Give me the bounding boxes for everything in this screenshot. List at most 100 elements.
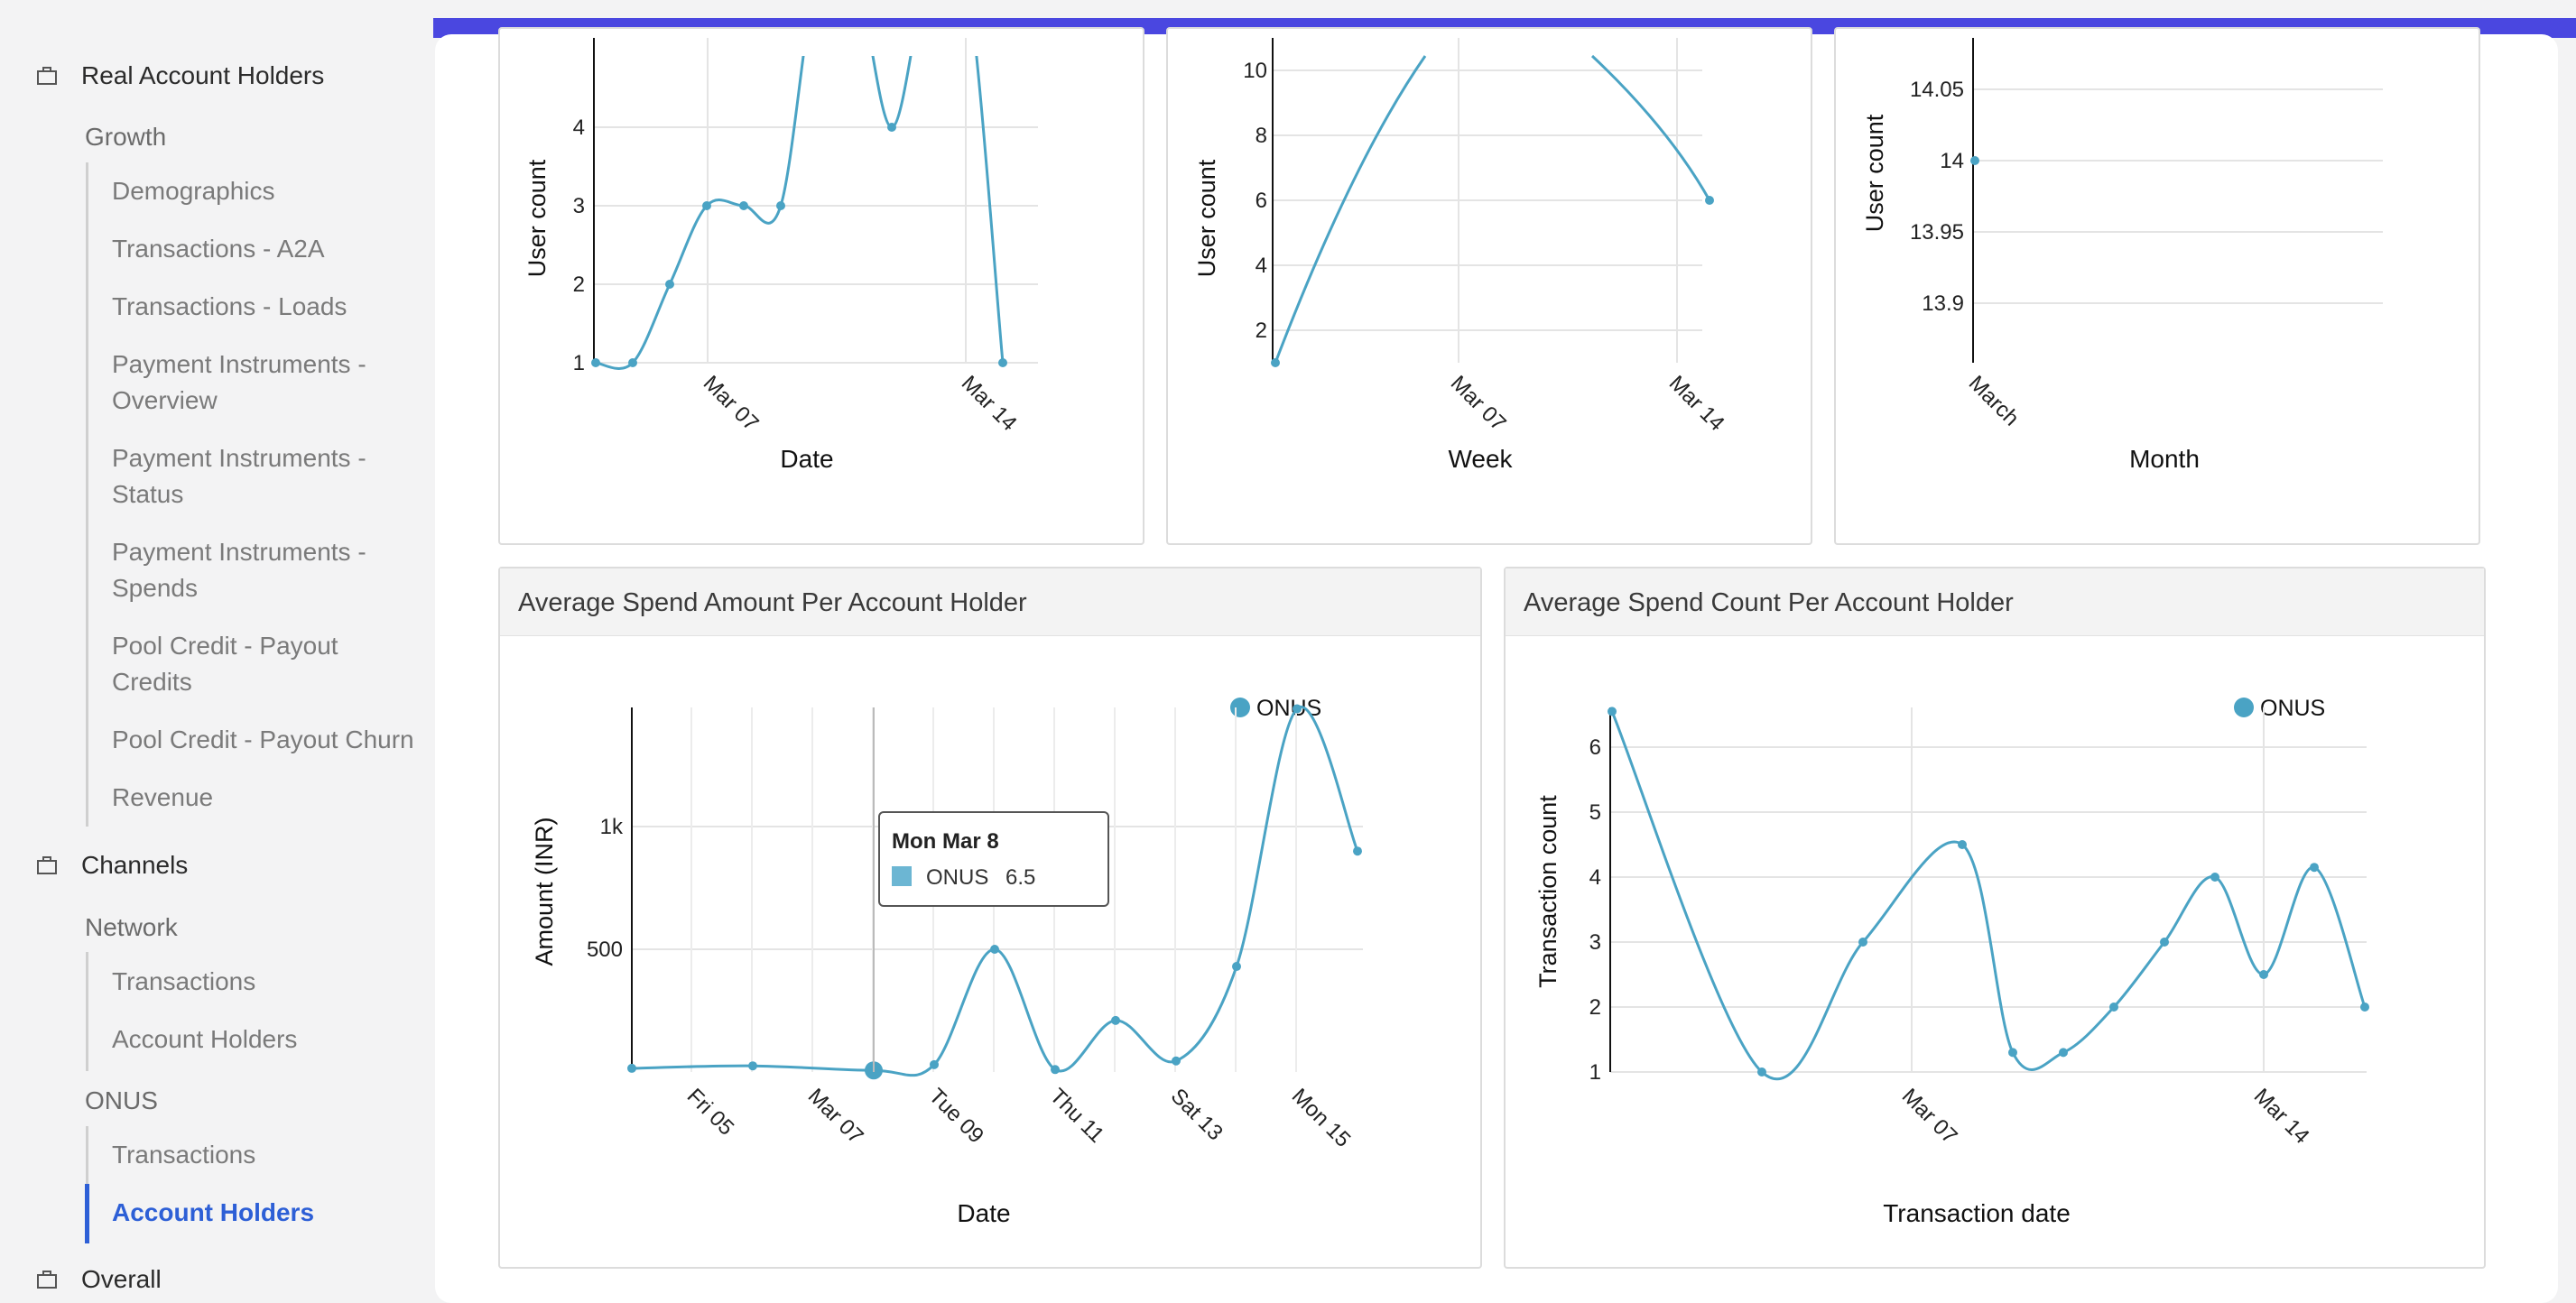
sidebar-item-label: Demographics: [112, 177, 275, 205]
tooltip: Mon Mar 8 ONUS 6.5: [878, 811, 1109, 907]
x-tick-label: Mar 14: [2249, 1084, 2314, 1149]
sidebar-item-label: Status: [112, 480, 184, 508]
data-point: [2310, 863, 2319, 873]
x-tick-label: Mon 15: [1287, 1084, 1356, 1152]
section-channels[interactable]: Channels: [36, 851, 188, 880]
data-point: [2259, 970, 2268, 979]
card-header: Average Spend Amount Per Account Holder: [500, 568, 1480, 636]
x-tick-label: Mar 14: [1664, 371, 1729, 436]
y-tick-label: 1k: [600, 815, 624, 839]
data-point: [2008, 1048, 2017, 1058]
data-point: [998, 358, 1007, 367]
x-axis-label: Month: [2129, 445, 2200, 473]
data-point: [1858, 938, 1867, 947]
y-axis-label: User count: [524, 159, 551, 277]
x-tick-label: Mar 07: [699, 371, 764, 436]
sidebar-item-onus-transactions[interactable]: Transactions: [112, 1141, 256, 1169]
section-real-account-holders[interactable]: Real Account Holders: [36, 61, 324, 90]
sidebar-item-network-transactions[interactable]: Transactions: [112, 967, 256, 995]
chart-spend-count[interactable]: ONUS 1 2 3 4 5 6 Mar 07 Mar 14 Transaction count T…: [1506, 635, 2484, 1267]
sidebar-item-growth[interactable]: Transactions - A2A: [112, 231, 325, 267]
y-axis-label: User count: [1861, 114, 1888, 232]
y-tick-label: 4: [573, 116, 585, 140]
x-tick-label: Tue 09: [924, 1084, 988, 1148]
y-tick-label: 2: [1589, 995, 1601, 1020]
data-point: [702, 201, 711, 210]
data-point: [1353, 846, 1362, 856]
chart-card-monthly-users: 13.9 13.95 14 14.05 March User count Month: [1834, 27, 2480, 545]
sidebar-item-label: Credits: [112, 668, 192, 696]
data-point: [1970, 156, 1979, 165]
series-line: [595, 56, 1005, 370]
x-axis-label: Week: [1448, 445, 1513, 473]
tooltip-series: ONUS: [926, 865, 988, 890]
data-point: [990, 945, 999, 954]
section-label: Overall: [81, 1265, 162, 1293]
card-spend-count: Average Spend Count Per Account Holder O…: [1504, 567, 2486, 1269]
data-point: [1111, 1015, 1120, 1025]
y-tick-label: 1: [1589, 1060, 1601, 1085]
group-growth[interactable]: Growth: [85, 123, 167, 151]
sidebar-item-label: Pool Credit - Payout Churn: [112, 725, 414, 753]
sidebar-item-label: Revenue: [112, 783, 214, 811]
sidebar-item-growth[interactable]: Payment Instruments - Spends: [112, 534, 366, 606]
y-tick-label: 8: [1256, 124, 1267, 148]
y-tick-label: 14: [1940, 149, 1964, 173]
sidebar-item-growth[interactable]: Transactions - Loads: [112, 289, 347, 325]
chart-card-weekly-users: 2 4 6 8 10 Mar 07 Mar 14 User count Week: [1166, 27, 1812, 545]
chart-spend-amount[interactable]: ONUS 500 1k Fri 05 Mar 07 Tue 09 Thu 11 Sat 13 M…: [500, 635, 1480, 1267]
tooltip-swatch: [892, 866, 912, 886]
series-group: [595, 56, 1005, 370]
sidebar-item-growth[interactable]: Payment Instruments - Overview: [112, 347, 366, 419]
x-axis-label: Date: [780, 445, 833, 473]
sidebar-item-network-account-holders[interactable]: Account Holders: [112, 1025, 298, 1053]
x-axis-label: Transaction date: [1883, 1199, 2071, 1227]
card-header: Average Spend Count Per Account Holder: [1506, 568, 2484, 636]
x-tick-label: Mar 14: [957, 371, 1022, 436]
legend-label: ONUS: [2260, 696, 2325, 721]
sidebar-item-label: Payment Instruments -: [112, 444, 366, 472]
card-title: Average Spend Count Per Account Holder: [1524, 588, 2014, 617]
tree-line: [86, 1126, 88, 1184]
group-onus[interactable]: ONUS: [85, 1086, 158, 1114]
chart-monthly-users: 13.9 13.95 14 14.05 March User count Month: [1861, 38, 2383, 473]
legend-swatch: [1230, 698, 1250, 717]
chart-daily-users: 1 2 3 4 Mar 07 Mar 14 User count Date: [524, 38, 1038, 473]
y-tick-label: 4: [1589, 865, 1601, 890]
data-point: [1705, 196, 1714, 205]
sidebar-item-label: Pool Credit - Payout: [112, 632, 338, 660]
sidebar-item-growth[interactable]: Revenue: [112, 780, 213, 816]
legend-swatch: [2234, 698, 2254, 717]
group-network[interactable]: Network: [85, 913, 178, 941]
series-line: [1610, 710, 2367, 1081]
tooltip-title: Mon Mar 8: [892, 829, 999, 854]
sidebar-item-label: Spends: [112, 574, 198, 602]
section-label: Real Account Holders: [81, 61, 325, 89]
sidebar-item-onus-account-holders[interactable]: Account Holders: [112, 1198, 315, 1226]
series-line: [631, 705, 1359, 1077]
sidebar: Real Account Holders Growth Demographics…: [0, 0, 433, 1303]
sidebar-item-growth[interactable]: Demographics: [112, 173, 275, 209]
sidebar-item-growth[interactable]: Pool Credit - Payout Churn: [112, 722, 414, 758]
y-tick-label: 500: [587, 938, 623, 962]
data-point: [930, 1059, 939, 1069]
series-line: [1590, 54, 1711, 201]
x-tick-label: Sat 13: [1166, 1084, 1228, 1145]
sidebar-item-growth[interactable]: Pool Credit - Payout Credits: [112, 628, 338, 700]
briefcase-icon: [37, 67, 57, 85]
data-point: [1232, 962, 1241, 972]
data-point: [2210, 873, 2219, 882]
section-overall[interactable]: Overall: [36, 1265, 162, 1294]
sidebar-item-label: Transactions - Loads: [112, 292, 347, 320]
data-point: [748, 1061, 757, 1071]
data-point: [2160, 938, 2169, 947]
y-tick-label: 6: [1589, 735, 1601, 760]
y-tick-label: 13.95: [1910, 220, 1964, 245]
data-point: [2109, 1003, 2118, 1012]
y-tick-label: 2: [1256, 319, 1267, 343]
sidebar-item-growth[interactable]: Payment Instruments - Status: [112, 440, 366, 513]
tree-line: [86, 952, 88, 1071]
data-point: [2360, 1003, 2369, 1012]
y-tick-label: 3: [573, 194, 585, 218]
y-axis-label: Transaction count: [1534, 795, 1561, 988]
